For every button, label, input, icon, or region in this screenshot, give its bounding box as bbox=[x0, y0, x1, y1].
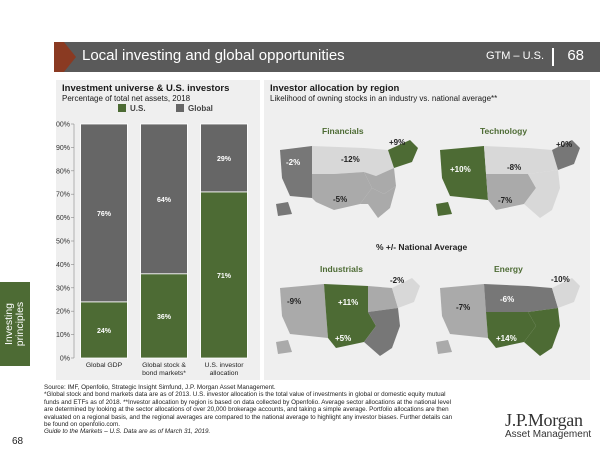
footnote-date: Guide to the Markets – U.S. Data are as … bbox=[44, 428, 211, 436]
page-number-bottom: 68 bbox=[12, 436, 24, 447]
right-panel-title: Investor allocation by region bbox=[270, 83, 400, 94]
map-label-energy-midwest: -6% bbox=[500, 295, 515, 304]
bar-data-label: 76% bbox=[97, 211, 112, 218]
map-label-financials-west: -2% bbox=[286, 158, 301, 167]
bar-data-label: 64% bbox=[157, 197, 172, 204]
us-map-financials bbox=[276, 140, 418, 218]
map-label-financials-midwest: -12% bbox=[341, 155, 360, 164]
map-label-industrials-northeast: -2% bbox=[390, 276, 405, 285]
section-tab: Investing principles bbox=[0, 282, 30, 366]
map-label-energy-northeast: -10% bbox=[551, 275, 570, 284]
y-tick-label: 20% bbox=[56, 309, 70, 316]
map-label-industrials-west: -9% bbox=[287, 297, 302, 306]
legend-label: U.S. bbox=[130, 104, 146, 113]
map-label-financials-northeast: +9% bbox=[389, 138, 406, 147]
bar-data-label: 36% bbox=[157, 314, 172, 321]
page-number: 68 bbox=[567, 47, 584, 64]
bar-data-label: 24% bbox=[97, 328, 112, 335]
x-category-label: Global stock & bbox=[142, 362, 186, 369]
y-tick-label: 80% bbox=[56, 168, 70, 175]
map-label-technology-west: +10% bbox=[450, 165, 471, 174]
left-panel-subtitle: Percentage of total net assets, 2018 bbox=[62, 94, 191, 103]
footnote-source: Source: IMF, Openfolio, Strategic Insigh… bbox=[44, 384, 276, 391]
x-category-label: U.S. investor bbox=[205, 362, 245, 369]
us-map-technology bbox=[436, 140, 580, 218]
legend-swatch-global bbox=[176, 104, 184, 112]
guide-label: GTM – U.S. bbox=[485, 50, 544, 62]
map-label-energy-west: -7% bbox=[456, 303, 471, 312]
bar-us-1 bbox=[140, 273, 188, 359]
y-tick-label: 70% bbox=[56, 192, 70, 199]
us-map-energy bbox=[436, 278, 580, 356]
y-tick-label: 100% bbox=[56, 122, 70, 129]
map-label-energy-south: +14% bbox=[496, 334, 517, 343]
left-panel-title: Investment universe & U.S. investors bbox=[62, 83, 230, 94]
map-title-technology: Technology bbox=[480, 126, 528, 136]
bar-global-0 bbox=[80, 123, 128, 303]
y-tick-label: 30% bbox=[56, 285, 70, 292]
bar-data-label: 29% bbox=[217, 156, 232, 163]
map-label-financials-south: -5% bbox=[333, 195, 348, 204]
y-tick-label: 10% bbox=[56, 332, 70, 339]
map-label-technology-south: -7% bbox=[498, 196, 513, 205]
y-tick-label: 60% bbox=[56, 215, 70, 222]
jpmorgan-logo: J.P.Morgan Asset Management bbox=[505, 410, 591, 440]
bar-global-1 bbox=[140, 123, 188, 275]
footnotes: Source: IMF, Openfolio, Strategic Insigh… bbox=[44, 384, 454, 436]
map-title-energy: Energy bbox=[494, 264, 523, 274]
right-panel-subtitle: Likelihood of owning stocks in an indust… bbox=[270, 94, 498, 103]
header-divider bbox=[552, 48, 554, 66]
map-title-financials: Financials bbox=[322, 126, 364, 136]
legend-swatch-us bbox=[118, 104, 126, 112]
x-category-label: bond markets* bbox=[142, 370, 186, 377]
stacked-bar-chart: 0% 10% 20% 30% 40% 50% 60% 70% 80% 90% 100% U.S. Glo… bbox=[56, 104, 248, 377]
y-tick-label: 90% bbox=[56, 145, 70, 152]
x-category-label: Global GDP bbox=[86, 362, 123, 369]
bar-us-0 bbox=[80, 301, 128, 359]
legend-label: Global bbox=[188, 104, 213, 113]
logo-subtitle: Asset Management bbox=[505, 429, 592, 440]
bar-data-label: 71% bbox=[217, 273, 232, 280]
map-legend-caption: % +/- National Average bbox=[376, 242, 468, 252]
y-tick-label: 0% bbox=[60, 356, 70, 363]
map-label-industrials-midwest: +11% bbox=[338, 298, 359, 307]
logo-wordmark: J.P.Morgan bbox=[505, 410, 583, 430]
map-label-industrials-south: +5% bbox=[335, 334, 352, 343]
header-bar: Local investing and global opportunities… bbox=[54, 42, 600, 72]
map-title-industrials: Industrials bbox=[320, 264, 363, 274]
section-tab-label: Investing principles bbox=[2, 301, 26, 347]
map-label-technology-midwest: -8% bbox=[507, 163, 522, 172]
x-category-label: allocation bbox=[210, 370, 239, 377]
us-map-industrials bbox=[276, 278, 420, 356]
y-tick-label: 40% bbox=[56, 262, 70, 269]
header-chevron bbox=[54, 42, 76, 72]
bar-global-2 bbox=[200, 123, 248, 193]
bar-us-2 bbox=[200, 191, 248, 359]
investment-universe-panel: Investment universe & U.S. investors Per… bbox=[56, 80, 260, 380]
map-label-technology-northeast: +0% bbox=[556, 140, 573, 149]
y-tick-label: 50% bbox=[56, 239, 70, 246]
page-title: Local investing and global opportunities bbox=[82, 47, 345, 64]
footnote-details: *Global stock and bond markets data are … bbox=[44, 391, 453, 429]
